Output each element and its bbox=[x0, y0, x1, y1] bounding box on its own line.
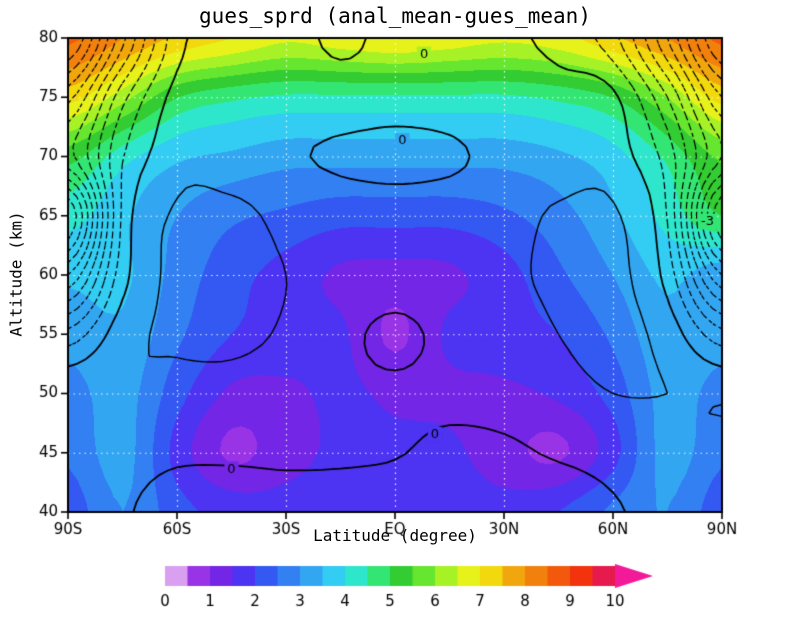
x-axis-label: Latitude (degree) bbox=[313, 526, 477, 545]
chart-title: gues_sprd (anal_mean-gues_mean) bbox=[199, 4, 591, 28]
y-axis-label: Altitude (km) bbox=[6, 211, 26, 337]
